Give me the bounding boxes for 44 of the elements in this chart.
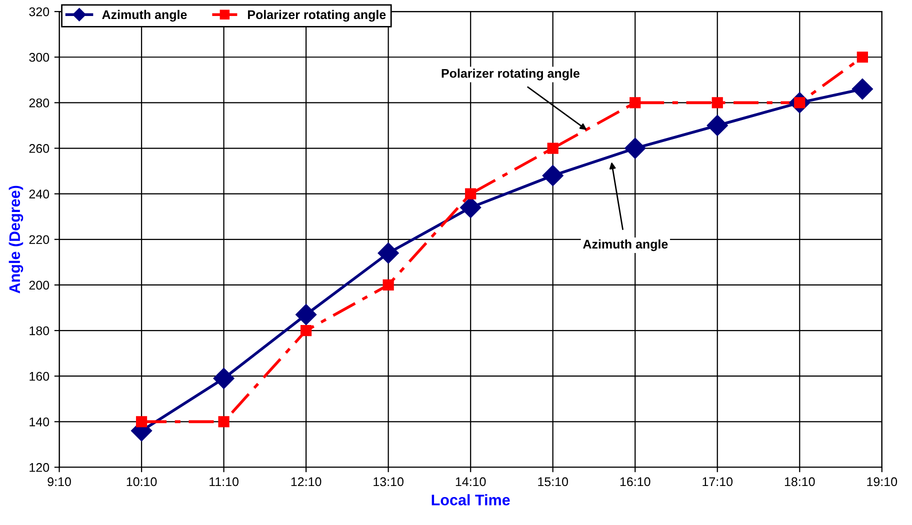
legend-label: Azimuth angle: [102, 10, 187, 22]
point: [852, 78, 873, 100]
y-tick-label: 260: [29, 144, 50, 153]
y-tick-label: 120: [30, 463, 50, 472]
y-axis-title: Angle (Degree): [8, 186, 24, 294]
y-tick-label: 180: [30, 326, 50, 336]
legend-label: Polarizer rotating angle: [248, 10, 386, 22]
x-tick-label: 10:10: [126, 477, 157, 486]
y-tick-label: 220: [29, 235, 50, 244]
x-axis-title: Local Time: [432, 494, 510, 506]
y-tick-label: 300: [29, 52, 50, 62]
annotation: Azimuth angle: [583, 239, 668, 252]
point: [218, 416, 230, 428]
point: [542, 165, 564, 186]
x-tick-label: 9:10: [48, 477, 71, 486]
point: [856, 52, 868, 63]
y-tick-label: 140: [30, 417, 50, 426]
x-tick-label: 15:10: [538, 477, 568, 486]
x-tick-label: 14:10: [456, 477, 486, 486]
x-tick-label: 16:10: [620, 477, 650, 486]
point: [213, 368, 234, 389]
x-tick-label: 18:10: [784, 477, 815, 486]
point: [378, 242, 399, 264]
y-tick-label: 320: [29, 7, 50, 16]
point: [706, 114, 728, 136]
y-tick-label: 160: [30, 372, 50, 381]
point: [300, 324, 312, 336]
y-tick-label: 280: [29, 98, 50, 108]
y-tick-label: 200: [29, 280, 50, 290]
point: [296, 304, 317, 326]
point: [547, 142, 558, 154]
x-tick-label: 17:10: [702, 477, 733, 486]
point: [136, 416, 148, 428]
y-tick-label: 240: [29, 190, 50, 198]
point: [630, 97, 641, 108]
point: [712, 97, 723, 108]
x-tick-label: 11:10: [210, 477, 238, 486]
x-tick-label: 19:10: [867, 477, 898, 486]
point: [624, 138, 646, 159]
x-tick-label: 13:10: [374, 477, 404, 486]
point: [382, 279, 394, 291]
x-tick-label: 12:10: [291, 477, 322, 486]
annotation: Polarizer rotating angle: [442, 68, 580, 80]
point: [465, 188, 476, 200]
